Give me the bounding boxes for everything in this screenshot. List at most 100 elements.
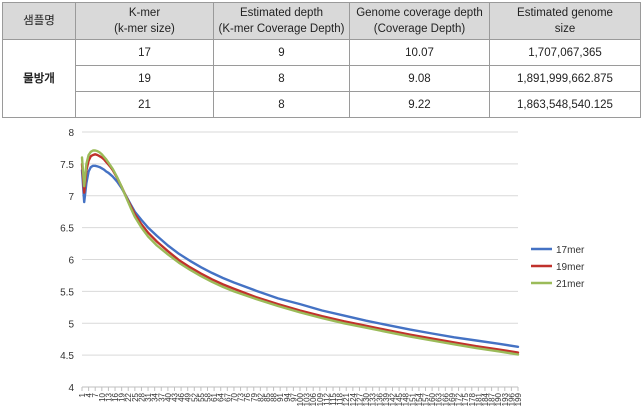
- x-tick-label: 22: [124, 392, 133, 401]
- x-tick-label: 61: [210, 392, 219, 401]
- table-cell: 8: [213, 65, 350, 92]
- x-tick-label: 199: [514, 392, 523, 406]
- x-tick-label: 112: [322, 392, 331, 405]
- table-cell: 9: [213, 39, 350, 66]
- x-tick-label: 133: [369, 392, 378, 406]
- x-tick-label: 145: [395, 392, 404, 406]
- header-sample: 샘플명: [2, 2, 76, 40]
- chart-series: [80, 149, 520, 356]
- x-tick-label: 160: [428, 392, 437, 406]
- series-line-19mer: [80, 153, 520, 354]
- table-cell: 8: [213, 91, 350, 118]
- x-tick-label: 88: [270, 392, 279, 401]
- y-tick-label: 6: [68, 256, 74, 267]
- x-tick-label: 46: [177, 392, 186, 401]
- legend-label: 21mer: [556, 279, 585, 290]
- table-cell: 10.07: [349, 39, 490, 66]
- header-estimated-depth: Estimated depth (K-mer Coverage Depth): [213, 2, 350, 40]
- x-tick-label: 166: [441, 392, 450, 406]
- x-tick-label: 142: [388, 392, 397, 406]
- y-tick-label: 4: [68, 383, 74, 394]
- header-coverage-depth: Genome coverage depth (Coverage Depth): [349, 2, 490, 40]
- x-tick-label: 40: [164, 392, 173, 401]
- x-tick-label: 172: [455, 392, 464, 406]
- x-tick-label: 85: [263, 392, 272, 401]
- x-tick-label: 16: [111, 392, 120, 401]
- x-tick-label: 58: [204, 392, 213, 401]
- x-tick-label: 148: [402, 392, 411, 406]
- y-axis-ticks: 8 7.5 7 6.5 6 5.5 5 4.5 4: [60, 128, 74, 394]
- x-tick-label: 25: [131, 392, 140, 401]
- x-tick-label: 52: [190, 392, 199, 401]
- header-genome-size: Estimated genome size: [489, 2, 641, 40]
- x-tick-label: 4: [85, 392, 94, 397]
- x-tick-label: 178: [468, 392, 477, 406]
- x-axis-ticks: 1471013161922252831343740434649525558616…: [78, 387, 523, 406]
- y-tick-label: 7.5: [60, 160, 74, 171]
- x-tick-label: 130: [362, 392, 371, 406]
- x-tick-label: 157: [422, 392, 431, 406]
- table-cell: 1,863,548,540.125: [489, 91, 641, 118]
- x-tick-label: 121: [342, 392, 351, 406]
- x-tick-label: 13: [104, 392, 113, 401]
- x-tick-label: 103: [303, 392, 312, 406]
- table-cell: 9.08: [349, 65, 490, 92]
- x-tick-label: 190: [494, 392, 503, 406]
- x-tick-label: 19: [118, 392, 127, 401]
- table-cell: 1,891,999,662.875: [489, 65, 641, 92]
- x-tick-label: 193: [501, 392, 510, 406]
- x-tick-label: 1: [78, 392, 87, 397]
- x-tick-label: 67: [223, 392, 232, 401]
- x-tick-label: 127: [355, 392, 364, 406]
- x-tick-label: 184: [481, 392, 490, 406]
- series-line-17mer: [80, 164, 520, 349]
- table-cell: 1,707,067,365: [489, 39, 641, 66]
- sample-name-cell: 물방개: [2, 39, 76, 118]
- legend-label: 17mer: [556, 245, 585, 256]
- x-tick-label: 196: [507, 392, 516, 406]
- x-tick-label: 151: [408, 392, 417, 406]
- x-tick-label: 43: [170, 392, 179, 401]
- x-tick-label: 64: [217, 392, 226, 401]
- x-tick-label: 91: [276, 392, 285, 401]
- y-tick-label: 8: [68, 128, 74, 139]
- chart-legend: 17mer 19mer 21mer: [531, 245, 585, 290]
- y-tick-label: 5.5: [60, 287, 74, 298]
- x-tick-label: 49: [184, 392, 193, 401]
- x-tick-label: 73: [237, 392, 246, 401]
- y-tick-label: 5: [68, 319, 74, 330]
- x-tick-label: 31: [144, 392, 153, 401]
- series-line-21mer: [80, 149, 520, 356]
- x-tick-label: 55: [197, 392, 206, 401]
- chart-gridlines: [82, 131, 518, 388]
- x-tick-label: 139: [382, 392, 391, 406]
- y-tick-label: 4.5: [60, 351, 74, 362]
- x-tick-label: 154: [415, 392, 424, 406]
- x-tick-label: 97: [289, 392, 298, 401]
- stats-table: 샘플명 K-mer (k-mer size) Estimated depth (K-…: [2, 2, 641, 118]
- table-cell: 9.22: [349, 91, 490, 118]
- x-tick-label: 109: [316, 392, 325, 406]
- y-tick-label: 7: [68, 192, 74, 203]
- table-row: 물방개 17 9 10.07 1,707,067,365: [2, 39, 641, 118]
- header-kmer: K-mer (k-mer size): [75, 2, 214, 40]
- kmer-depth-line-chart: 1471013161922252831343740434649525558616…: [60, 128, 585, 406]
- x-tick-label: 118: [336, 392, 345, 405]
- x-tick-label: 76: [243, 392, 252, 401]
- x-tick-label: 181: [474, 392, 483, 406]
- x-tick-label: 28: [137, 392, 146, 401]
- table-cell: 21: [75, 91, 214, 118]
- x-tick-label: 7: [91, 392, 100, 397]
- x-tick-label: 37: [157, 392, 166, 401]
- x-tick-label: 124: [349, 392, 358, 406]
- legend-label: 19mer: [556, 262, 585, 273]
- x-tick-label: 70: [230, 392, 239, 401]
- x-tick-label: 175: [461, 392, 470, 406]
- x-tick-label: 10: [98, 392, 107, 401]
- table-header-row: 샘플명 K-mer (k-mer size) Estimated depth (K-…: [2, 2, 641, 40]
- x-tick-label: 106: [309, 392, 318, 406]
- x-tick-label: 115: [329, 392, 338, 405]
- x-tick-label: 94: [283, 392, 292, 401]
- table-cell: 17: [75, 39, 214, 66]
- x-tick-label: 187: [488, 392, 497, 406]
